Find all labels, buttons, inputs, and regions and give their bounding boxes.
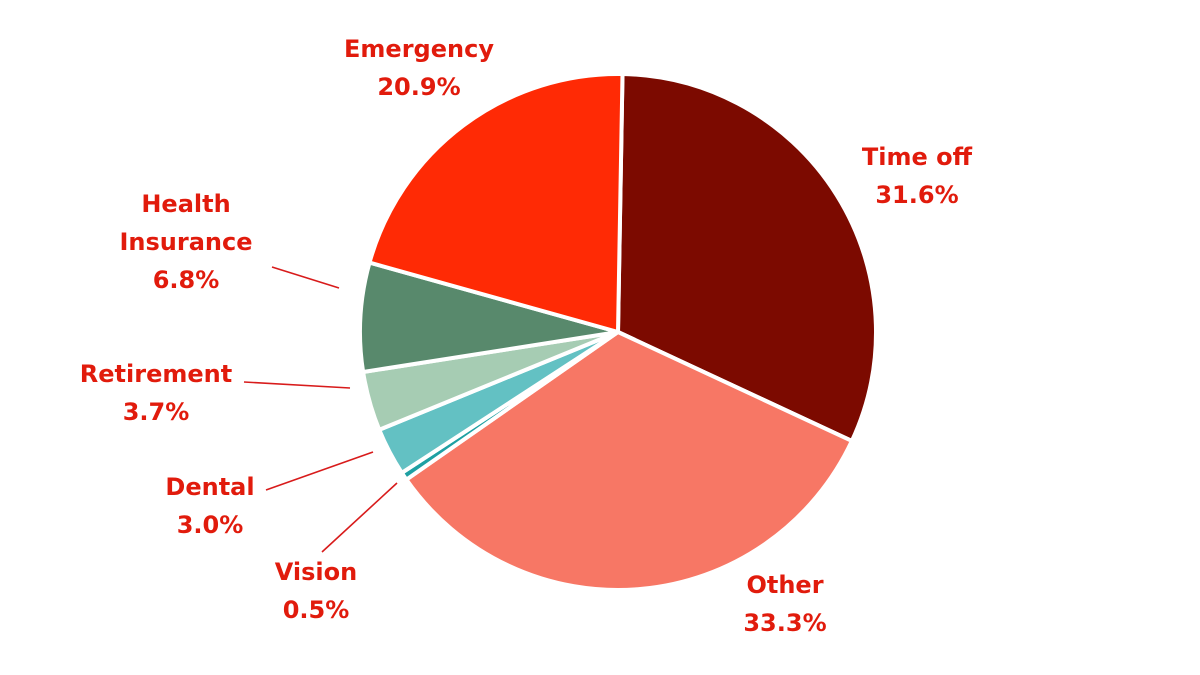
- leader-line-vision: [321, 482, 398, 553]
- slice-name-health-insurance: Insurance: [119, 228, 252, 256]
- slice-label-health-insurance: Health Insurance 6.8%: [119, 190, 252, 294]
- slice-value-dental: 3.0%: [177, 511, 244, 539]
- slice-name-other: Other: [746, 571, 823, 599]
- slice-name-health-insurance: Health: [141, 190, 230, 218]
- slices-layer: [358, 72, 878, 592]
- slice-name-retirement: Retirement: [80, 360, 232, 388]
- slice-label-retirement: Retirement 3.7%: [80, 360, 232, 426]
- slice-name-dental: Dental: [165, 473, 254, 501]
- leader-line-health-insurance: [271, 266, 340, 289]
- leader-line-dental: [265, 451, 374, 491]
- slice-name-time-off: Time off: [862, 143, 973, 171]
- slice-label-other: Other 33.3%: [743, 571, 826, 637]
- pie-slice-emergency: [367, 72, 625, 334]
- leader-lines-layer: [243, 266, 398, 553]
- leader-line-retirement: [243, 381, 351, 389]
- pie-slice-time-off: [616, 72, 878, 443]
- slice-label-vision: Vision 0.5%: [275, 558, 357, 624]
- labels-layer: Time off 31.6% Other 33.3% Vision 0.5% Dental 3…: [80, 35, 973, 637]
- slice-value-time-off: 31.6%: [875, 181, 958, 209]
- slice-value-other: 33.3%: [743, 609, 826, 637]
- pie-slice-other: [404, 330, 854, 592]
- slice-label-emergency: Emergency 20.9%: [344, 35, 494, 101]
- slice-value-emergency: 20.9%: [377, 73, 460, 101]
- slice-value-vision: 0.5%: [283, 596, 350, 624]
- slice-name-vision: Vision: [275, 558, 357, 586]
- slice-name-emergency: Emergency: [344, 35, 494, 63]
- slice-value-health-insurance: 6.8%: [153, 266, 220, 294]
- slice-label-time-off: Time off 31.6%: [862, 143, 973, 209]
- pie-slice-health-insurance: [358, 260, 620, 374]
- slice-label-dental: Dental 3.0%: [165, 473, 254, 539]
- slice-value-retirement: 3.7%: [123, 398, 190, 426]
